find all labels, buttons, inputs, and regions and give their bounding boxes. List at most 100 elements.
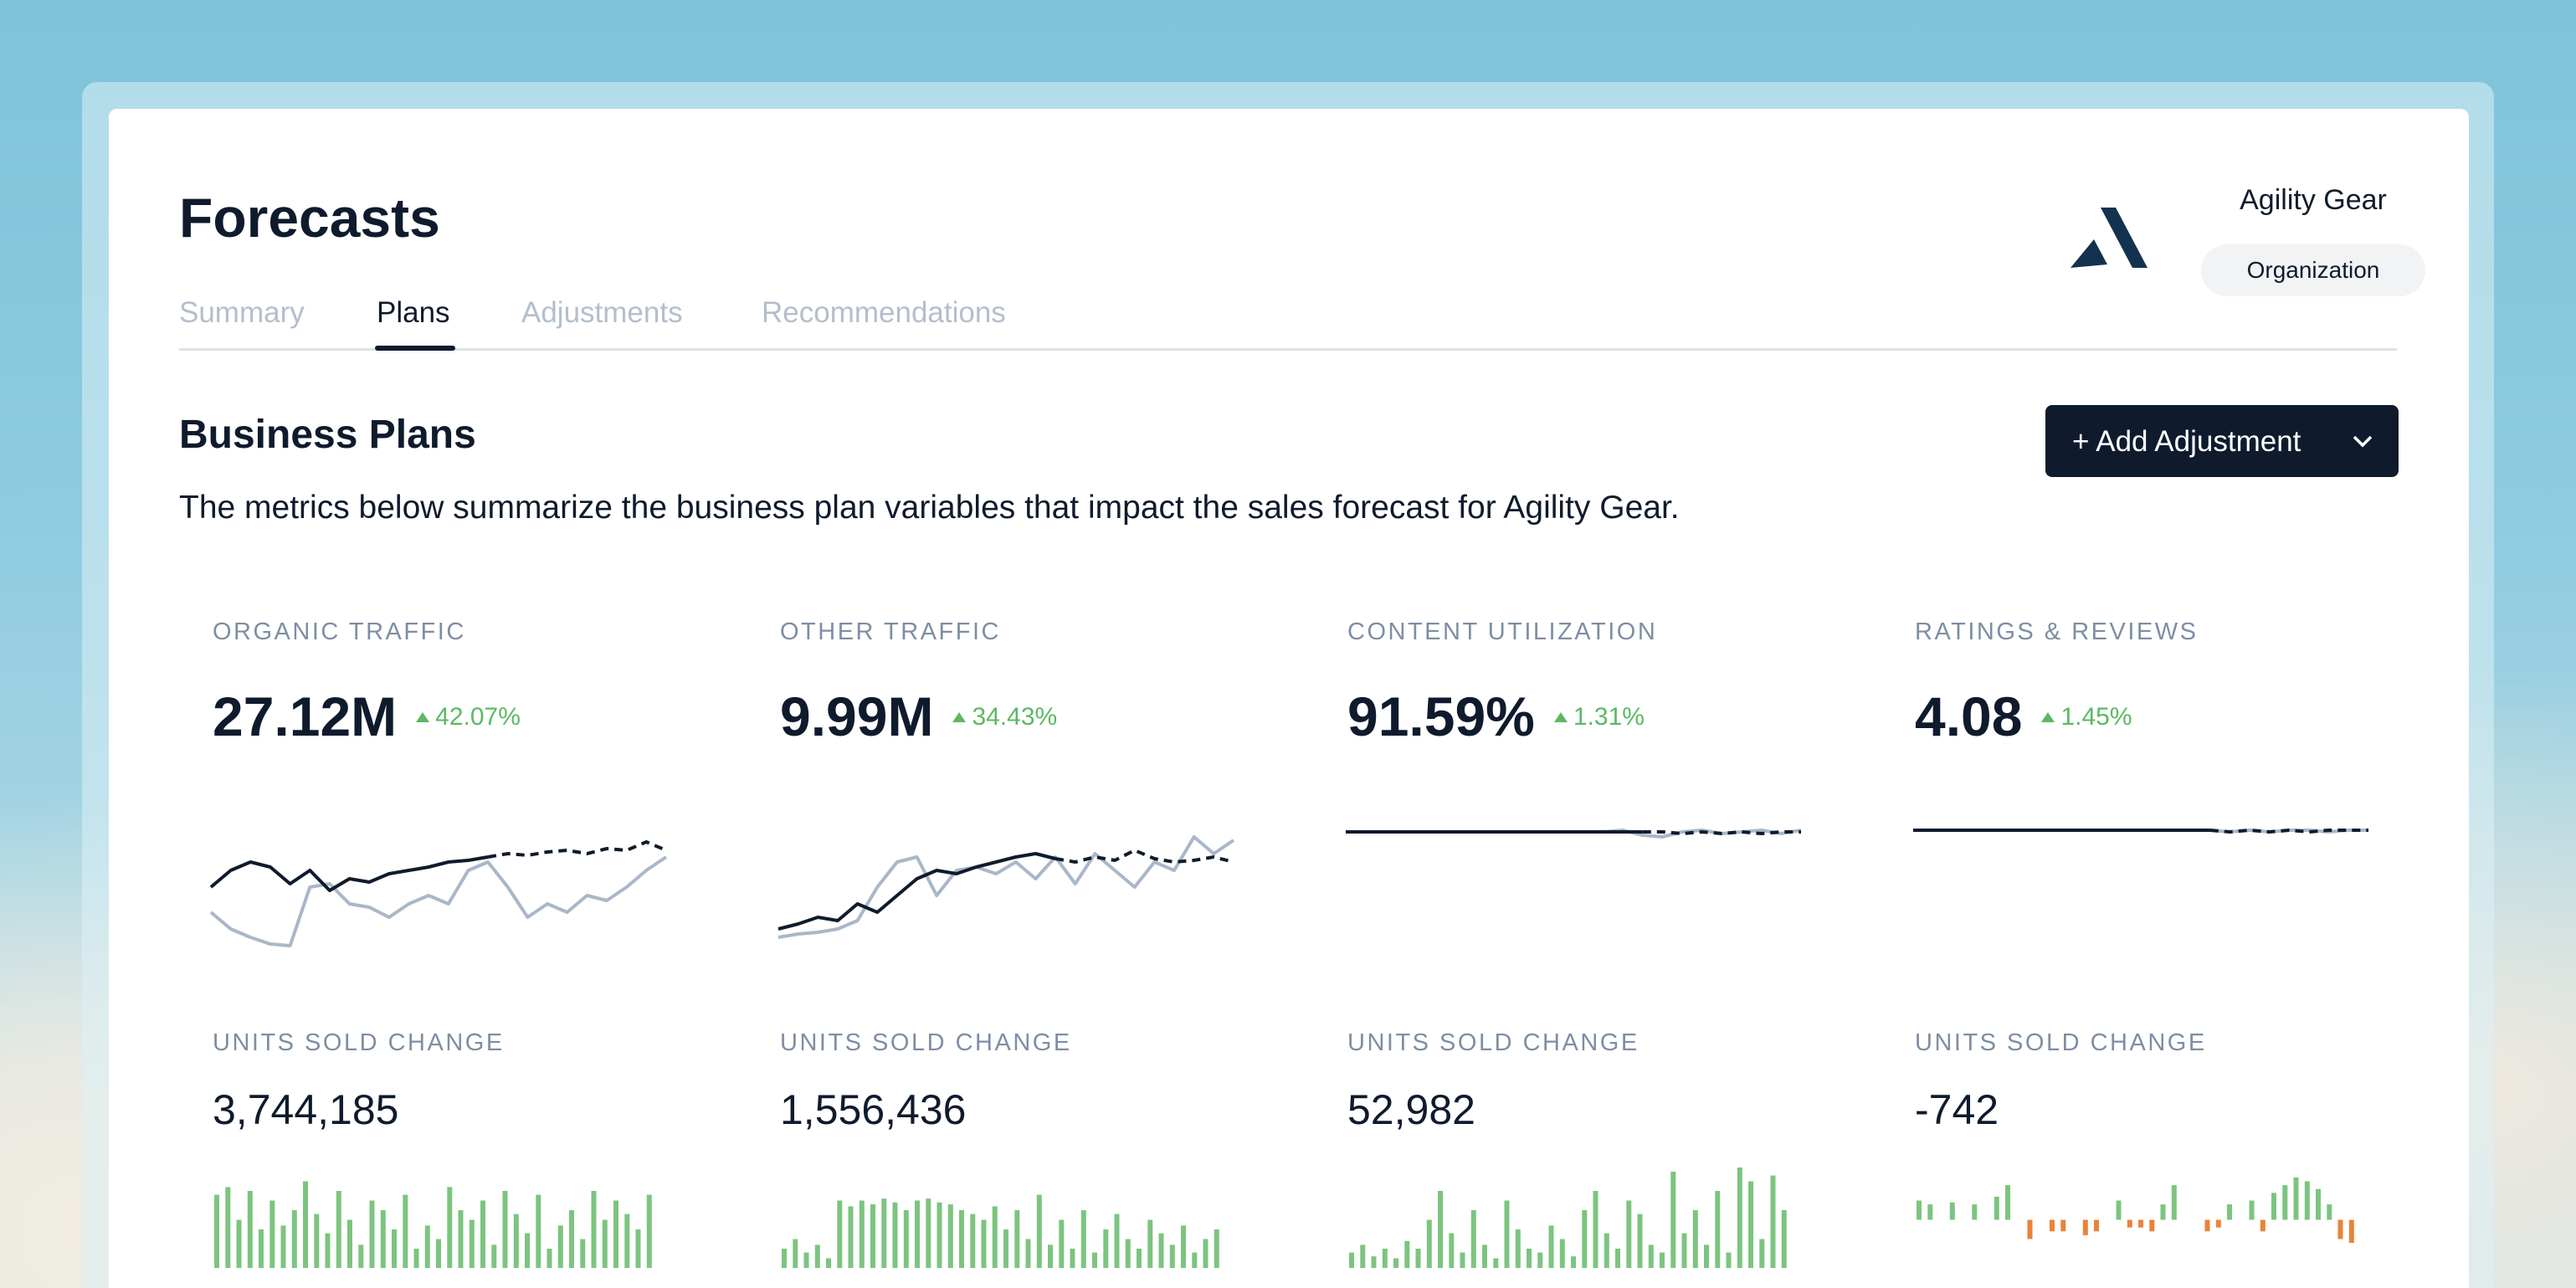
bar (325, 1233, 331, 1268)
bar (859, 1200, 865, 1268)
bar (624, 1214, 630, 1268)
units-bars (214, 1181, 652, 1268)
bar (2082, 1219, 2088, 1235)
bar (947, 1204, 953, 1268)
bar (1025, 1239, 1031, 1268)
bar (848, 1206, 854, 1268)
bar (1137, 1249, 1142, 1268)
bar (1781, 1210, 1787, 1268)
metric-label: ORGANIC TRAFFIC (213, 618, 466, 645)
bar (2094, 1219, 2099, 1232)
bar (1426, 1219, 1432, 1268)
bar (314, 1214, 320, 1268)
bar (1438, 1191, 1443, 1268)
units-value: -742 (1915, 1086, 1999, 1133)
bar (2027, 1219, 2033, 1239)
metric-label: CONTENT UTILIZATION (1347, 618, 1658, 645)
bar (1759, 1239, 1765, 1268)
section-title: Business Plans (179, 413, 476, 457)
page-title: Forecasts (179, 187, 440, 249)
units-label: UNITS SOLD CHANGE (213, 1029, 505, 1056)
comparison-line (777, 835, 1235, 939)
bar (291, 1210, 297, 1268)
bar (1449, 1233, 1455, 1268)
units-bars (1917, 1177, 2354, 1244)
bar (1382, 1249, 1388, 1268)
bar (413, 1249, 419, 1268)
metric-change: 1.45% (2060, 703, 2132, 731)
bar (2249, 1200, 2255, 1220)
bar (814, 1244, 820, 1268)
bar (1737, 1167, 1742, 1268)
arrow-shape (952, 712, 967, 722)
bar (2005, 1185, 2010, 1220)
bar (1917, 1200, 1922, 1220)
bar (1349, 1252, 1354, 1268)
bar (2171, 1185, 2177, 1220)
bar (513, 1214, 519, 1268)
bar (1393, 1258, 1398, 1268)
metric-value: 27.12M (213, 685, 398, 747)
sparkline (209, 840, 668, 947)
bar (2215, 1219, 2221, 1228)
bar (1571, 1256, 1576, 1268)
bar (826, 1258, 831, 1268)
bar (1103, 1229, 1109, 1268)
bar (1203, 1239, 1208, 1268)
bar (557, 1225, 563, 1268)
add-adjustment-button[interactable]: + Add Adjustment (2045, 405, 2399, 477)
bar (2271, 1193, 2276, 1220)
tab[interactable]: Plans (377, 296, 450, 329)
bar (1582, 1210, 1588, 1268)
tab[interactable]: Adjustments (521, 296, 683, 329)
bar (2260, 1219, 2266, 1232)
sparkline (1346, 829, 1802, 839)
org-role[interactable]: Organization (2201, 244, 2425, 296)
bar (214, 1194, 219, 1268)
bar (358, 1244, 364, 1268)
bar (613, 1200, 618, 1268)
bar (1670, 1172, 1676, 1268)
bar (536, 1194, 541, 1268)
units-bars (1349, 1167, 1787, 1268)
bar (2304, 1181, 2310, 1220)
units-value: 3,744,185 (213, 1086, 399, 1133)
bar (1660, 1252, 1665, 1268)
metric-change: 42.07% (435, 703, 521, 731)
metric-value: 91.59% (1347, 685, 1535, 747)
up-arrow (1553, 712, 1568, 722)
bar (491, 1244, 497, 1268)
bar (469, 1219, 475, 1268)
bar (1515, 1229, 1521, 1268)
bar (2327, 1204, 2332, 1220)
tab[interactable]: Recommendations (762, 296, 1006, 329)
bar (1080, 1210, 1086, 1268)
bar (259, 1229, 264, 1268)
bar (2116, 1200, 2122, 1220)
bar (1003, 1229, 1008, 1268)
units-label: UNITS SOLD CHANGE (1915, 1029, 2207, 1056)
arrow-shape (1553, 712, 1568, 722)
units-value: 52,982 (1347, 1086, 1475, 1133)
bar (2204, 1219, 2210, 1232)
bar (1070, 1249, 1075, 1268)
bar (1470, 1210, 1476, 1268)
forecast-line (2209, 829, 2368, 834)
bar (2149, 1219, 2155, 1232)
bar (280, 1225, 286, 1268)
bar (447, 1187, 453, 1268)
bar (236, 1219, 242, 1268)
bar (392, 1229, 397, 1268)
bar (225, 1187, 231, 1268)
bar (936, 1202, 942, 1268)
bar (1114, 1214, 1120, 1268)
bar (1014, 1210, 1020, 1268)
tab[interactable]: Summary (179, 296, 305, 329)
bar (436, 1239, 441, 1268)
forecast-line (487, 840, 667, 859)
org-name: Agility Gear (2240, 184, 2387, 216)
units-value: 1,556,436 (780, 1086, 967, 1133)
metric-value: 9.99M (780, 685, 934, 747)
sparkline (1913, 829, 2368, 834)
bar (2348, 1219, 2354, 1244)
